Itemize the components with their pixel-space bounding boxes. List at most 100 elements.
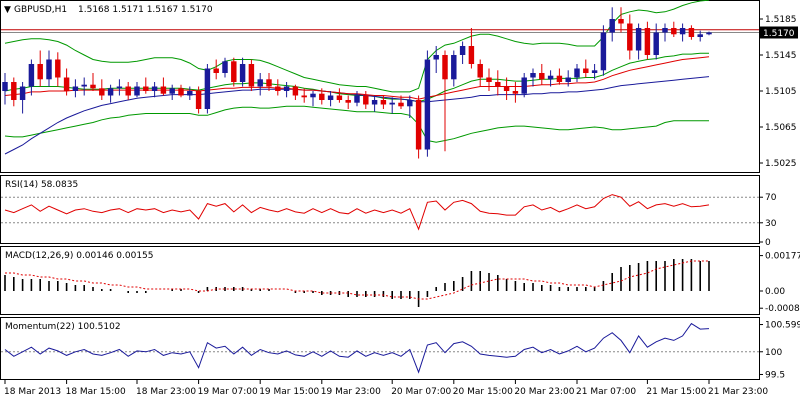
time-tick-label: 21 Mar 23:00	[708, 387, 768, 397]
candle-body-bull	[451, 55, 457, 80]
candle-body-bear	[627, 23, 633, 51]
macd-label: MACD(12,26,9) 0.00146 0.00155	[5, 251, 154, 261]
momentum-pane	[1, 322, 759, 374]
price-tick-label: 1.5105	[765, 87, 797, 97]
rsi-label: RSI(14) 58.0835	[5, 180, 78, 190]
candle-body-bear	[231, 61, 237, 82]
time-tick-label: 21 Mar 07:00	[576, 387, 636, 397]
candle-body-bear	[11, 82, 17, 100]
candle-body-bull	[653, 32, 659, 55]
current-price-badge	[760, 26, 798, 39]
candle-body-bear	[688, 28, 695, 37]
time-tick-label: 19 Mar 23:00	[321, 387, 381, 397]
momentum-tick-label: 100	[765, 348, 782, 358]
candle-body-bull	[389, 102, 395, 105]
candle-body-bear	[336, 95, 343, 100]
candle-body-bull	[239, 64, 246, 82]
candle-body-bear	[248, 64, 255, 87]
candle-body-bull	[371, 100, 378, 105]
candle-body-bull	[433, 55, 439, 60]
candle-body-bull	[2, 82, 8, 91]
candle-body-bull	[424, 59, 431, 150]
momentum-tick-label: 99.5	[765, 370, 785, 380]
main-pane-label: GBPUSD,H1	[14, 5, 67, 15]
candle-body-bear	[495, 82, 501, 87]
candle-body-bull	[459, 46, 466, 55]
candle-body-bull	[354, 95, 360, 103]
macd-tick-label: 0.00	[765, 287, 785, 297]
candle-body-bull	[407, 100, 413, 107]
candle-body-bull	[28, 64, 35, 87]
candle-body-bear	[442, 55, 448, 80]
momentum-pane-frame	[0, 317, 760, 380]
candle-body-bear	[556, 75, 563, 82]
candle-body-bull	[107, 88, 114, 96]
current-price-label: 1.5170	[763, 29, 795, 39]
candle-body-bear	[468, 46, 475, 64]
candle-body-bear	[539, 73, 545, 80]
time-tick-label: 18 Mar 23:00	[136, 387, 196, 397]
candle-body-bull	[310, 93, 316, 98]
candle-body-bear	[512, 91, 519, 94]
main-pane-frame	[0, 0, 760, 173]
candle-body-bear	[398, 102, 404, 107]
candle-body-bear	[477, 64, 483, 78]
macd-signal-line	[5, 260, 709, 300]
time-tick-label: 20 Mar 15:00	[453, 387, 513, 397]
macd-pane-frame	[0, 246, 760, 315]
candle-body-bull	[46, 59, 52, 80]
rsi-pane	[1, 194, 759, 231]
time-axis: 18 Mar 2013 18 Mar 15:00 18 Mar 23:00 19 Ma…	[4, 380, 768, 397]
candle-body-bear	[178, 88, 184, 96]
candle-body-bull	[222, 61, 228, 73]
candle-body-bear	[345, 100, 351, 103]
candle-body-bear	[90, 84, 96, 89]
candle-body-bear	[486, 77, 492, 82]
candle-body-bear	[143, 86, 149, 91]
candle-body-bull	[706, 32, 712, 35]
bollinger-upper-line	[4, 0, 710, 93]
candle-body-bear	[380, 100, 387, 105]
time-tick-label: 19 Mar 15:00	[259, 387, 319, 397]
candle-body-bear	[644, 28, 651, 55]
candle-body-bull	[283, 86, 290, 91]
candle-body-bull	[635, 28, 642, 51]
candle-body-bear	[301, 95, 307, 98]
candle-body-bear	[618, 19, 624, 24]
candle-body-bear	[213, 68, 219, 73]
macd-pane	[4, 259, 710, 307]
momentum-label: Momentum(22) 100.5102	[5, 322, 121, 332]
candle-body-bear	[63, 77, 70, 91]
macd-tick-label: 0.00177	[765, 252, 800, 262]
dropdown-triangle-icon[interactable]: ▼	[4, 5, 11, 15]
candle-body-bear	[503, 86, 510, 91]
candle-body-bull	[134, 86, 140, 96]
ohlc-values: 1.5168 1.5171 1.5167 1.5170	[78, 5, 213, 15]
rsi-tick-label: 0	[765, 238, 771, 248]
time-tick-label: 18 Mar 15:00	[66, 387, 126, 397]
candle-body-bull	[547, 75, 554, 80]
price-tick-label: 1.5145	[765, 51, 797, 61]
candle-body-bear	[266, 79, 272, 87]
bollinger-lower-line	[4, 105, 709, 143]
time-tick-label: 21 Mar 15:00	[646, 387, 706, 397]
rsi-line	[4, 194, 710, 231]
candle-body-bear	[671, 28, 677, 35]
candle-body-bull	[600, 32, 607, 71]
candle-body-bull	[19, 86, 26, 100]
candle-body-bull	[204, 68, 211, 109]
candle-body-bear	[160, 86, 167, 94]
candle-body-bear	[99, 88, 105, 96]
candle-body-bear	[55, 59, 61, 78]
price-tick-label: 1.5025	[765, 159, 797, 169]
candle-body-bear	[37, 64, 43, 80]
candle-body-bear	[319, 93, 325, 100]
price-tick-label: 1.5065	[765, 123, 797, 133]
candle-body-bull	[697, 34, 703, 37]
candle-body-bull	[521, 77, 527, 94]
price-axis: 1.5185 1.5145 1.5105 1.5065 1.5025 1.5170 70 30…	[759, 15, 800, 380]
candle-body-bear	[363, 95, 369, 105]
momentum-tick-label: 100.5996	[765, 321, 800, 331]
candle-body-bull	[565, 77, 571, 82]
